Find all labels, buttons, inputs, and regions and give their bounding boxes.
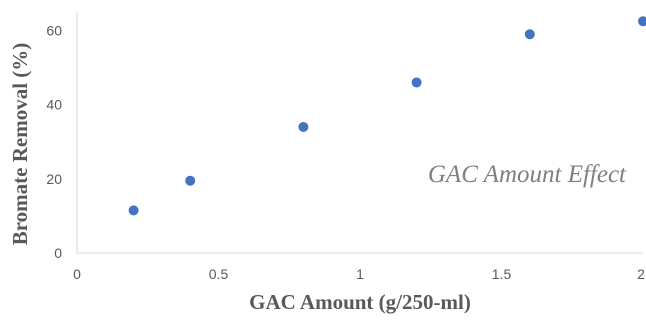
x-tick-label: 0 [73,266,81,282]
x-tick-labels: 0 0.5 1 1.5 2 [73,266,645,282]
data-point [638,16,646,27]
data-point [411,77,422,88]
x-tick-label: 1.5 [492,266,512,282]
chart-annotation: GAC Amount Effect [428,161,627,188]
y-tick-label: 20 [46,171,62,187]
data-point [185,175,196,186]
y-axis-title: Bromate Removal (%) [8,43,32,246]
y-tick-label: 60 [46,23,62,39]
data-point [298,121,309,132]
x-axis-title: GAC Amount (g/250-ml) [249,290,471,314]
y-tick-label: 0 [54,245,62,261]
x-tick-label: 2 [637,266,645,282]
data-point [524,29,535,40]
x-tick-label: 1 [356,266,364,282]
data-point [128,205,139,216]
y-tick-label: 40 [46,97,62,113]
data-points [128,16,646,216]
y-tick-labels: 0 20 40 60 [46,23,62,261]
x-tick-label: 0.5 [209,266,229,282]
